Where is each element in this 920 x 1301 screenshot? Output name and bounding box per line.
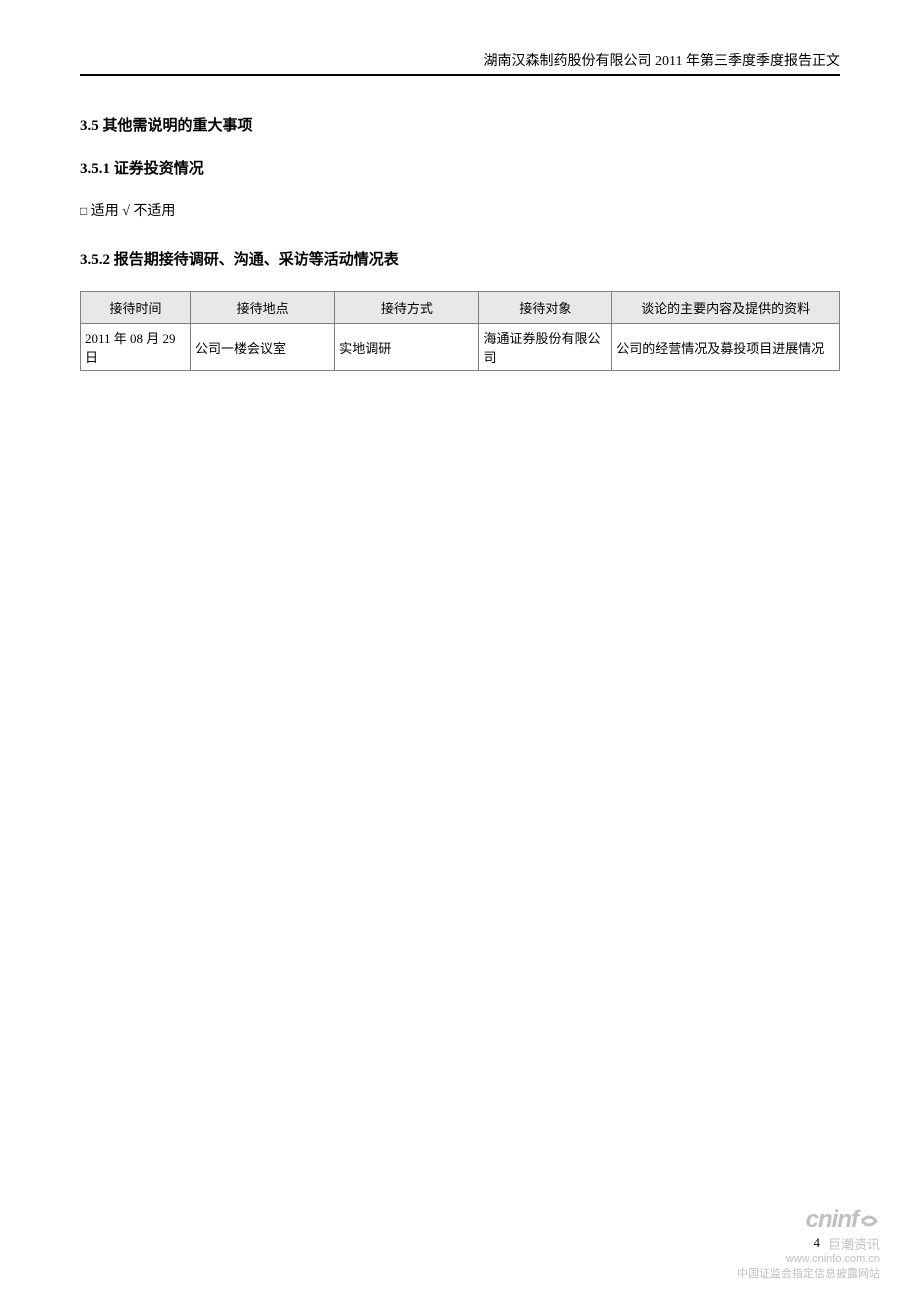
table-header-row: 接待时间 接待地点 接待方式 接待对象 谈论的主要内容及提供的资料 xyxy=(81,292,840,324)
checkbox-icon: □ xyxy=(80,204,87,219)
header-method: 接待方式 xyxy=(335,292,479,324)
table-row: 2011 年 08 月 29日 公司一楼会议室 实地调研 海通证券股份有限公司 … xyxy=(81,324,840,371)
cell-content: 公司的经营情况及募投项目进展情况 xyxy=(612,324,840,371)
subsection-title-3-5-1: 3.5.1 证券投资情况 xyxy=(80,157,840,178)
watermark-logo: cninf xyxy=(737,1206,880,1234)
watermark-url: www.cninfo.com.cn xyxy=(737,1253,880,1265)
page-header: 湖南汉森制药股份有限公司 2011 年第三季度季度报告正文 xyxy=(80,50,840,76)
header-time: 接待时间 xyxy=(81,292,191,324)
header-content: 谈论的主要内容及提供的资料 xyxy=(612,292,840,324)
applicable-line: □ 适用 √ 不适用 xyxy=(80,200,840,220)
applicable-label: 适用 xyxy=(91,204,119,219)
cell-place: 公司一楼会议室 xyxy=(191,324,335,371)
cell-time: 2011 年 08 月 29日 xyxy=(81,324,191,371)
check-icon: √ xyxy=(122,204,130,219)
reception-table: 接待时间 接待地点 接待方式 接待对象 谈论的主要内容及提供的资料 2011 年… xyxy=(80,291,840,371)
header-target: 接待对象 xyxy=(479,292,612,324)
section-title-3-5: 3.5 其他需说明的重大事项 xyxy=(80,114,840,135)
watermark-chinese: 巨潮资讯 xyxy=(737,1234,880,1253)
logo-swirl-icon xyxy=(858,1211,880,1231)
cell-target: 海通证券股份有限公司 xyxy=(479,324,612,371)
watermark-description: 中国证监会指定信息披露网站 xyxy=(737,1265,880,1281)
subsection-title-3-5-2: 3.5.2 报告期接待调研、沟通、采访等活动情况表 xyxy=(80,248,840,269)
watermark: cninf 巨潮资讯 www.cninfo.com.cn 中国证监会指定信息披露… xyxy=(737,1206,880,1281)
header-place: 接待地点 xyxy=(191,292,335,324)
not-applicable-label: 不适用 xyxy=(133,204,175,219)
cell-method: 实地调研 xyxy=(335,324,479,371)
